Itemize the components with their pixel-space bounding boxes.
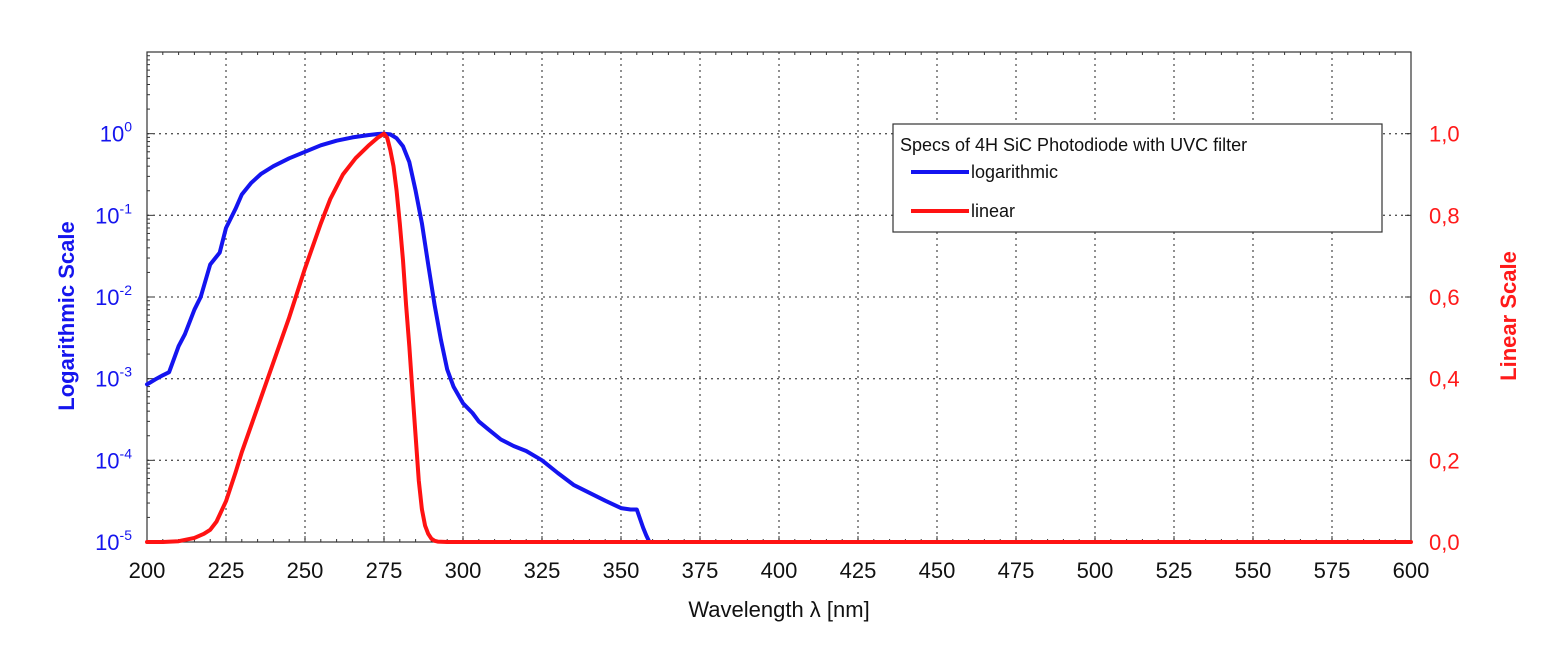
legend-label-logarithmic: logarithmic [971,162,1058,182]
y-right-tick-label: 0,4 [1429,367,1460,392]
y-right-tick-label: 0,6 [1429,285,1460,310]
legend-label-linear: linear [971,201,1015,221]
x-tick-label: 575 [1314,558,1351,583]
x-tick-label: 325 [524,558,561,583]
x-tick-label: 425 [840,558,877,583]
y-left-tick-label: 10-5 [95,527,132,555]
x-tick-label: 475 [998,558,1035,583]
x-tick-label: 525 [1156,558,1193,583]
series-line-logarithmic [145,131,655,544]
y-left-tick-label: 10-1 [95,200,132,228]
x-tick-label: 275 [366,558,403,583]
y-left-tick-label: 100 [100,119,132,147]
series-line-linear [145,131,1413,544]
x-tick-label: 500 [1077,558,1114,583]
legend-title: Specs of 4H SiC Photodiode with UVC filt… [900,135,1247,155]
y-right-tick-label: 0,8 [1429,203,1460,228]
x-axis-title: Wavelength λ [nm] [688,597,869,622]
legend-box [892,123,1383,233]
x-tick-label: 350 [603,558,640,583]
y-left-tick-label: 10-4 [95,445,132,473]
x-tick-label: 300 [445,558,482,583]
x-tick-label: 450 [919,558,956,583]
x-tick-label: 200 [129,558,166,583]
x-tick-label: 250 [287,558,324,583]
grid [147,52,1411,542]
x-tick-label: 600 [1393,558,1430,583]
right-axis-title: Linear Scale [1496,251,1521,381]
y-left-tick-label: 10-2 [95,282,132,310]
y-right-tick-label: 1,0 [1429,122,1460,147]
series-lines [145,131,1413,544]
legend: Specs of 4H SiC Photodiode with UVC filt… [892,123,1383,233]
y-right-tick-label: 0,2 [1429,448,1460,473]
x-tick-label: 375 [682,558,719,583]
x-tick-label: 225 [208,558,245,583]
y-right-tick-label: 0,0 [1429,530,1460,555]
left-axis-title: Logarithmic Scale [54,221,79,411]
x-tick-label: 550 [1235,558,1272,583]
x-tick-label: 400 [761,558,798,583]
y-left-tick-label: 10-3 [95,364,132,392]
